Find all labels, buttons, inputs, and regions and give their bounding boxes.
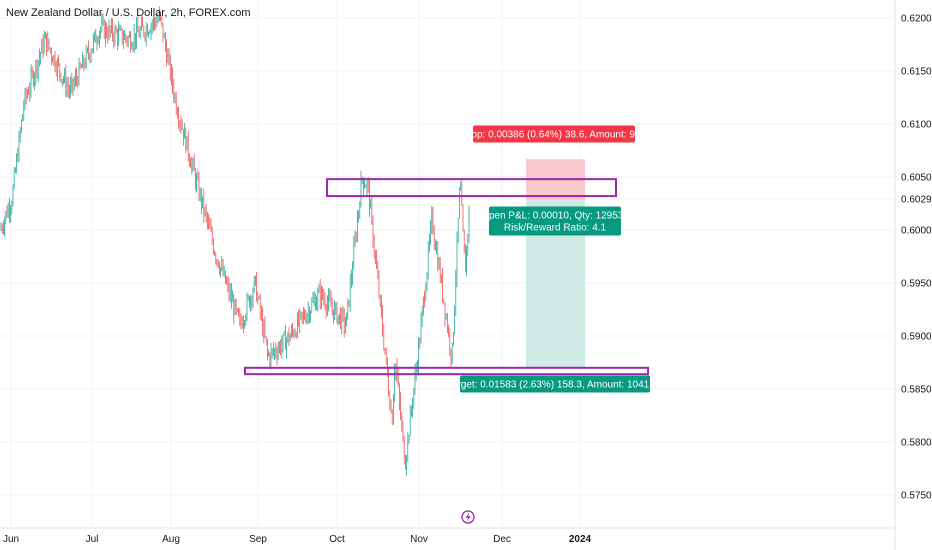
stop-label-text: Stop: 0.00386 (0.64%) 38.6, Amount: 990 <box>462 130 646 141</box>
resistance-zone-rect[interactable] <box>326 178 617 198</box>
time-tick-label: Dec <box>493 534 511 545</box>
tradingview-bolt-icon <box>461 510 475 524</box>
chart-title: New Zealand Dollar / U.S. Dollar, 2h, FO… <box>6 7 251 19</box>
pnl-line-2: Risk/Reward Ratio: 4.1 <box>504 223 607 234</box>
chart-grid <box>0 0 895 528</box>
time-tick-label: Sep <box>249 534 267 545</box>
time-tick-label: Jun <box>3 534 19 545</box>
price-tick-label: 0.60292 <box>901 195 932 206</box>
target-stop-zones <box>526 159 585 368</box>
time-tick-label: Oct <box>329 534 345 545</box>
time-tick-label: Aug <box>162 534 180 545</box>
time-tick-label: 2024 <box>569 534 592 545</box>
candlestick-series <box>0 6 470 476</box>
time-tick-label: Nov <box>410 534 428 545</box>
target-label: Target: 0.01583 (2.63%) 158.3, Amount: 1… <box>447 375 664 393</box>
pnl-line-1: Open P&L: 0.00010, Qty: 129533 <box>481 211 629 222</box>
target-label-text: Target: 0.01583 (2.63%) 158.3, Amount: 1… <box>447 380 664 391</box>
time-axis[interactable]: Jun Jul Aug Sep Oct Nov Dec 2024 <box>0 527 895 545</box>
price-tick-label: 0.57500 <box>901 491 932 502</box>
time-tick-label: Jul <box>86 534 99 545</box>
drawn-zones[interactable] <box>244 178 649 376</box>
support-zone-rect[interactable] <box>244 366 649 376</box>
pnl-label: Open P&L: 0.00010, Qty: 129533 Risk/Rewa… <box>481 206 629 236</box>
stop-label: Stop: 0.00386 (0.64%) 38.6, Amount: 990 <box>462 125 646 143</box>
